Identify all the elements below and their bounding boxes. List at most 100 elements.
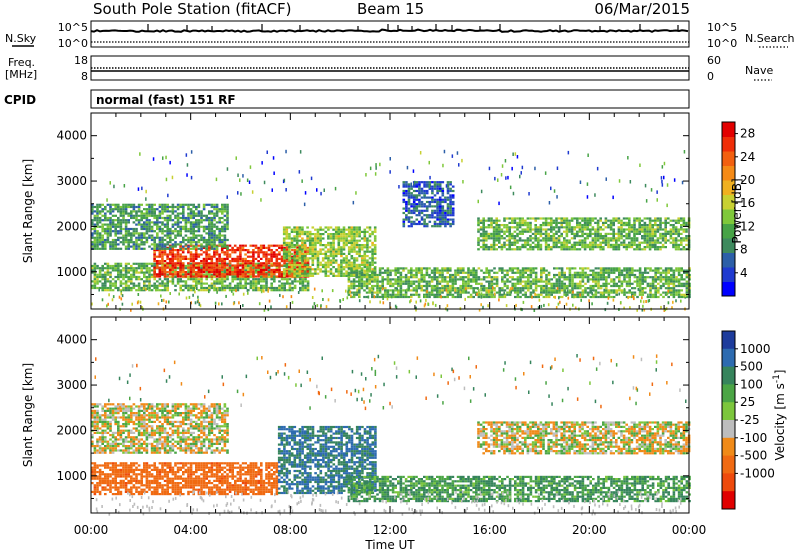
echo-cell: [485, 280, 488, 283]
echo-cell: [184, 244, 188, 247]
echo-cell: [288, 270, 291, 273]
echo-cell: [477, 221, 480, 224]
echo-cell: [124, 238, 128, 242]
echo-cell: [527, 289, 530, 292]
echo-cell: [267, 244, 271, 247]
echo-cell: [604, 217, 608, 220]
echo-cell: [101, 273, 104, 276]
echo-cell: [503, 232, 506, 235]
echo-cell: [583, 246, 587, 249]
nsky-series: [90, 28, 689, 33]
echo-cell: [415, 293, 418, 296]
echo-cell: [252, 257, 255, 260]
echo-cell: [114, 245, 117, 248]
echo-cell: [340, 263, 343, 266]
echo-cell: [399, 295, 403, 299]
echo-cell: [288, 275, 292, 278]
echo-cell: [490, 232, 493, 235]
echo-cell: [288, 226, 291, 229]
echo-cell: [604, 243, 608, 246]
echo-cell: [654, 246, 657, 249]
echo-cell: [643, 217, 647, 220]
echo-cell: [355, 241, 359, 244]
echo-cell: [508, 239, 511, 242]
echo-cell: [291, 289, 294, 292]
echo-cell: [98, 273, 102, 276]
echo-cell: [685, 273, 689, 277]
echo-cell: [117, 205, 120, 209]
echo-cell: [592, 276, 595, 279]
echo-cell: [345, 266, 348, 269]
echo-cell: [215, 275, 219, 278]
echo-cell: [189, 230, 193, 233]
echo-cell: [153, 249, 156, 252]
echo-cell: [659, 273, 663, 277]
echo-cell: [505, 224, 509, 227]
echo-cell: [511, 219, 514, 222]
echo-cell: [581, 295, 585, 299]
echo-cell: [158, 241, 162, 244]
echo-cell: [477, 219, 480, 222]
echo-cell: [166, 223, 169, 226]
echo-cell: [456, 278, 460, 281]
echo-cell: [492, 243, 496, 246]
echo-cell: [423, 284, 426, 288]
echo-cell: [563, 291, 566, 294]
echo-cell: [182, 203, 185, 206]
echo-cell: [280, 275, 284, 278]
echo-cell: [171, 273, 175, 276]
echo-cell: [353, 259, 356, 262]
echo-cell: [597, 271, 600, 274]
echo-cell: [295, 268, 299, 271]
echo-cell: [605, 282, 608, 285]
echo-cell: [558, 271, 561, 274]
echo-cell: [534, 287, 538, 290]
echo-cell: [350, 255, 354, 258]
echo-cell: [303, 248, 307, 251]
echo-cell: [633, 232, 636, 235]
echo-cell: [215, 212, 219, 215]
echo-cell: [589, 230, 592, 233]
echo-cell: [503, 284, 507, 288]
echo-cell: [602, 282, 605, 285]
echo-cell: [365, 284, 369, 288]
echo-cell: [106, 227, 110, 231]
echo-cell: [124, 212, 128, 215]
echo-cell: [114, 232, 117, 235]
echo-cell: [163, 284, 167, 287]
echo-cell: [189, 278, 193, 281]
echo-cell: [363, 289, 366, 292]
echo-cell: [371, 276, 374, 279]
echo-cell: [544, 246, 548, 249]
echo-cell: [646, 224, 649, 227]
echo-cell: [114, 284, 117, 287]
echo-cell: [649, 289, 652, 292]
echo-cell: [511, 269, 514, 272]
echo-cell: [529, 280, 533, 283]
echo-cell: [290, 230, 294, 233]
echo-cell: [568, 267, 572, 270]
echo-cell: [210, 266, 214, 269]
echo-cell: [350, 267, 353, 270]
echo-cell: [581, 278, 585, 281]
echo-cell: [635, 219, 639, 222]
echo-cell: [443, 287, 447, 290]
echo-cell: [301, 246, 304, 249]
echo-cell: [532, 289, 535, 292]
echo-cell: [404, 278, 408, 281]
echo-cell: [547, 239, 550, 242]
echo-cell: [231, 278, 234, 281]
echo-cell: [648, 241, 652, 244]
nsky-label: N.Sky: [5, 32, 37, 45]
echo-cell: [200, 267, 203, 270]
echo-cell: [179, 212, 182, 215]
echo-cell: [109, 230, 112, 233]
echo-cell: [352, 271, 356, 274]
echo-cell: [213, 216, 216, 220]
echo-cell: [506, 284, 509, 288]
echo-cell: [195, 205, 198, 209]
echo-cell: [122, 214, 125, 217]
echo-cell: [93, 219, 97, 222]
echo-cell: [592, 273, 595, 277]
echo-cell: [314, 248, 317, 251]
